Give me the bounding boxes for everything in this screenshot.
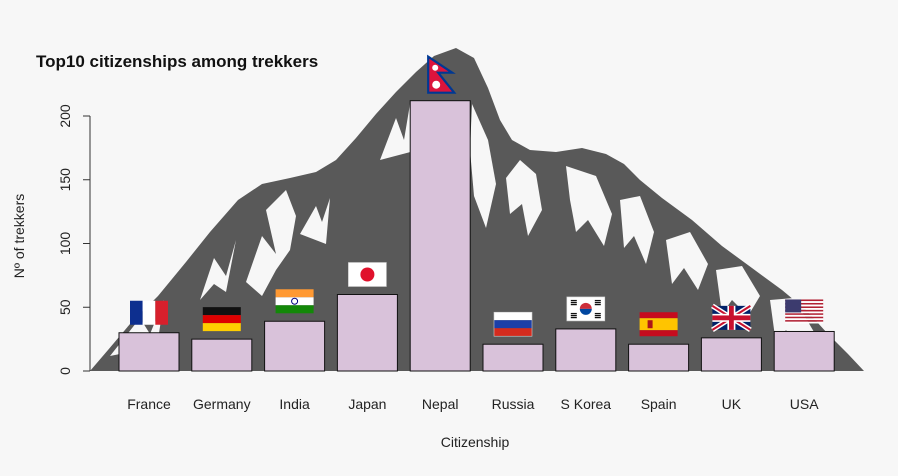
nepal-flag-icon — [427, 54, 457, 94]
bar — [700, 337, 762, 372]
flags — [130, 54, 824, 337]
bar — [773, 330, 835, 372]
bar — [409, 100, 471, 372]
usa-flag-icon — [785, 299, 824, 324]
category-label: Nepal — [422, 396, 459, 412]
bar — [118, 332, 180, 372]
russia-flag-icon — [493, 311, 533, 337]
category-label: Germany — [193, 396, 251, 412]
y-axis-label: Nº of trekkers — [11, 194, 27, 278]
y-tick-label: 200 — [57, 104, 73, 128]
bar — [264, 320, 326, 372]
bar — [336, 294, 398, 372]
y-tick-label: 0 — [57, 367, 73, 375]
category-label: France — [127, 396, 171, 412]
y-tick-label: 100 — [57, 232, 73, 256]
south-korea-flag-icon — [566, 296, 606, 322]
category-labels: France Germany India Japan Nepal Russia S Kore… — [127, 396, 819, 412]
y-tick-label: 50 — [57, 299, 73, 315]
category-label: Spain — [641, 396, 677, 412]
y-axis: 0 50 100 150 200 — [57, 104, 91, 375]
japan-flag-icon — [348, 262, 387, 287]
bar — [482, 343, 544, 372]
category-label: USA — [790, 396, 819, 412]
y-tick-label: 150 — [57, 168, 73, 192]
bar — [191, 338, 253, 372]
category-label: India — [279, 396, 310, 412]
uk-flag-icon — [711, 303, 752, 332]
france-flag-icon — [130, 300, 168, 325]
x-axis-label: Citizenship — [441, 434, 510, 450]
bar — [628, 343, 690, 372]
category-label: Russia — [492, 396, 535, 412]
india-flag-icon — [275, 289, 314, 314]
category-label: S Korea — [561, 396, 612, 412]
bar — [555, 328, 617, 372]
spain-flag-icon — [639, 312, 678, 337]
chart-title: Top10 citizenships among trekkers — [36, 52, 318, 71]
category-label: Japan — [348, 396, 386, 412]
germany-flag-icon — [202, 307, 241, 332]
category-label: UK — [722, 396, 742, 412]
bars — [118, 100, 835, 372]
